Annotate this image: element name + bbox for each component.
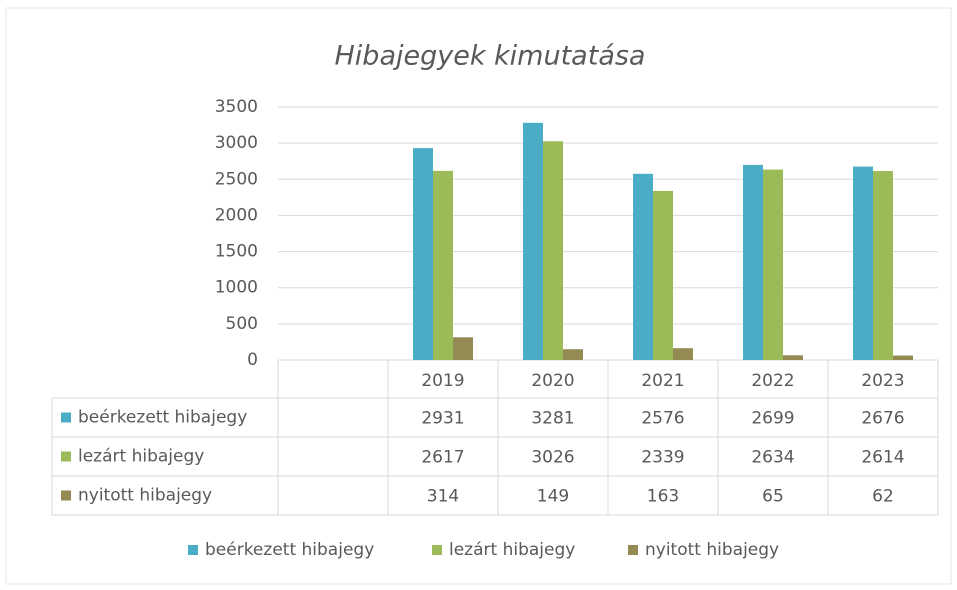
x-tick-label: 2022 [751, 371, 794, 391]
x-tick-label: 2023 [861, 371, 904, 391]
table-value: 2617 [421, 448, 464, 468]
table-value: 65 [762, 487, 784, 507]
y-tick-label: 2500 [215, 169, 258, 189]
y-tick-label: 0 [247, 350, 258, 370]
table-value: 2699 [751, 409, 794, 429]
bar [453, 337, 473, 360]
chart-title: Hibajegyek kimutatása [335, 41, 646, 72]
legend-label: beérkezett hibajegy [205, 540, 374, 560]
table-value: 149 [537, 487, 569, 507]
bar [673, 348, 693, 360]
legend-key [628, 545, 638, 555]
table-value: 2676 [861, 409, 904, 429]
x-tick-label: 2021 [641, 371, 684, 391]
bar [563, 349, 583, 360]
x-tick-label: 2020 [531, 371, 574, 391]
bar [743, 164, 763, 360]
table-row-label: lezárt hibajegy [78, 447, 204, 467]
table-value: 2576 [641, 409, 684, 429]
y-tick-label: 2000 [215, 205, 258, 225]
bar [783, 355, 803, 360]
bar [873, 171, 893, 360]
bar [633, 173, 653, 360]
chart-frame [5, 7, 952, 585]
table-value: 62 [872, 487, 894, 507]
table-legend-key [61, 490, 71, 501]
table-legend-key [61, 451, 71, 462]
table-value: 3026 [531, 448, 574, 468]
table-row-label: nyitott hibajegy [78, 486, 212, 506]
y-tick-label: 500 [226, 314, 258, 334]
legend-key [432, 545, 442, 555]
table-value: 163 [647, 487, 679, 507]
y-tick-label: 3500 [215, 97, 258, 117]
bar [543, 141, 563, 360]
table-value: 314 [427, 487, 459, 507]
y-tick-label: 3000 [215, 133, 258, 153]
bar [763, 169, 783, 360]
bar [433, 170, 453, 360]
bar [853, 166, 873, 360]
x-tick-label: 2019 [421, 371, 464, 391]
table-legend-key [61, 412, 71, 423]
bar [653, 190, 673, 360]
table-value: 2931 [421, 409, 464, 429]
bar [413, 148, 433, 360]
y-tick-label: 1500 [215, 242, 258, 262]
bar [893, 355, 913, 360]
table-value: 3281 [531, 409, 574, 429]
legend-key [188, 545, 198, 555]
table-value: 2634 [751, 448, 794, 468]
table-row-label: beérkezett hibajegy [78, 408, 247, 428]
legend-label: lezárt hibajegy [449, 540, 575, 560]
legend-label: nyitott hibajegy [645, 540, 779, 560]
y-tick-label: 1000 [215, 278, 258, 298]
table-value: 2614 [861, 448, 904, 468]
bar [523, 122, 543, 361]
table-value: 2339 [641, 448, 684, 468]
